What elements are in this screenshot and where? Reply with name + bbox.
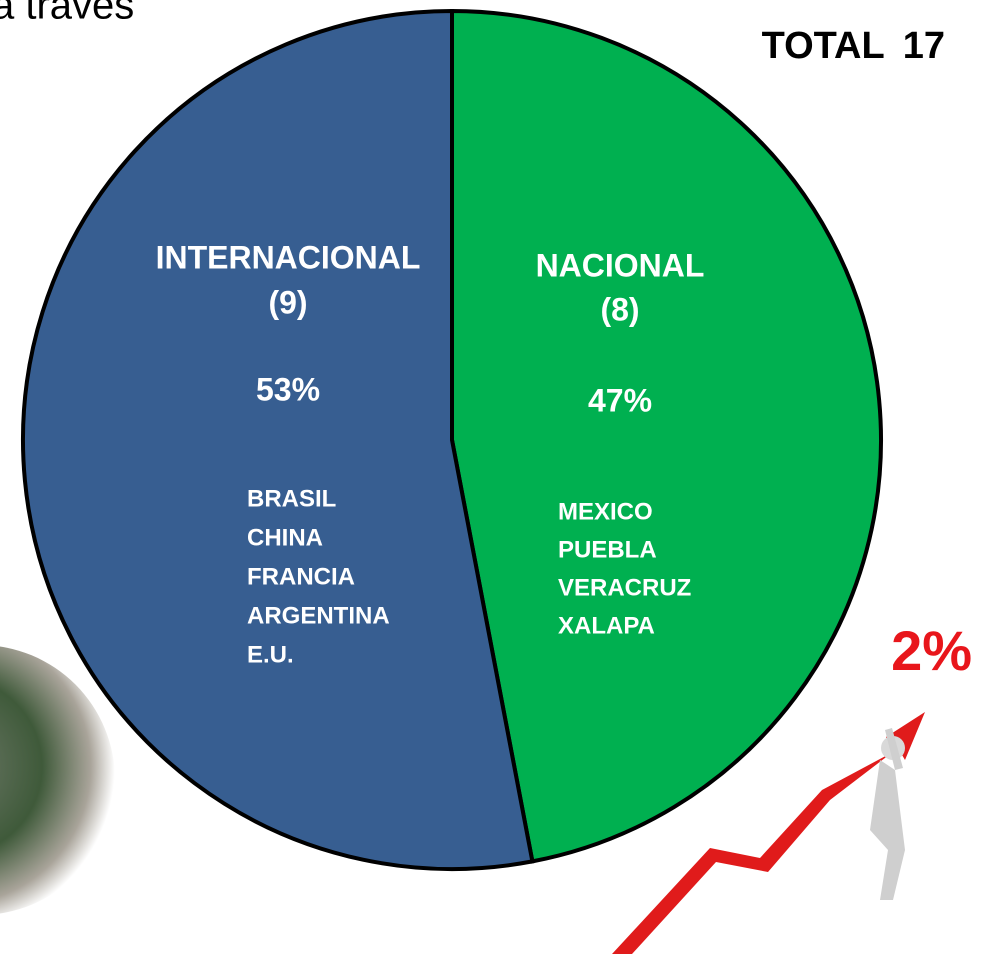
slice-item: VERACRUZ bbox=[558, 574, 691, 601]
annotation: 2% bbox=[891, 619, 972, 682]
pie-slice bbox=[21, 8, 535, 871]
slice-count: (8) bbox=[600, 291, 639, 327]
total-value: 17 bbox=[903, 25, 945, 67]
slice-value: 53% bbox=[256, 371, 320, 407]
caption: a través bbox=[0, 0, 134, 28]
total: TOTAL 17 bbox=[762, 25, 945, 67]
slice-label: INTERNACIONAL bbox=[156, 239, 421, 275]
slice-label: NACIONAL bbox=[536, 247, 705, 283]
pie-slice bbox=[450, 8, 883, 864]
slice-item: CHINA bbox=[247, 524, 323, 551]
slice-item: FRANCIA bbox=[247, 563, 355, 590]
total-label: TOTAL bbox=[762, 25, 885, 67]
photo bbox=[0, 646, 115, 914]
slice-item: XALAPA bbox=[558, 612, 655, 639]
slice-item: PUEBLA bbox=[558, 536, 657, 563]
slice-item: MEXICO bbox=[558, 498, 653, 525]
slice-item: BRASIL bbox=[247, 485, 336, 512]
slice-value: 47% bbox=[588, 382, 652, 418]
slice-count: (9) bbox=[268, 284, 307, 320]
pie: NACIONAL (8) 47% MEXICO PUEBLA VERACRUZ XALAPA… bbox=[21, 8, 883, 871]
slice-item: ARGENTINA bbox=[247, 602, 390, 629]
growth-illustration bbox=[612, 712, 925, 954]
slice-item: E.U. bbox=[247, 641, 294, 668]
